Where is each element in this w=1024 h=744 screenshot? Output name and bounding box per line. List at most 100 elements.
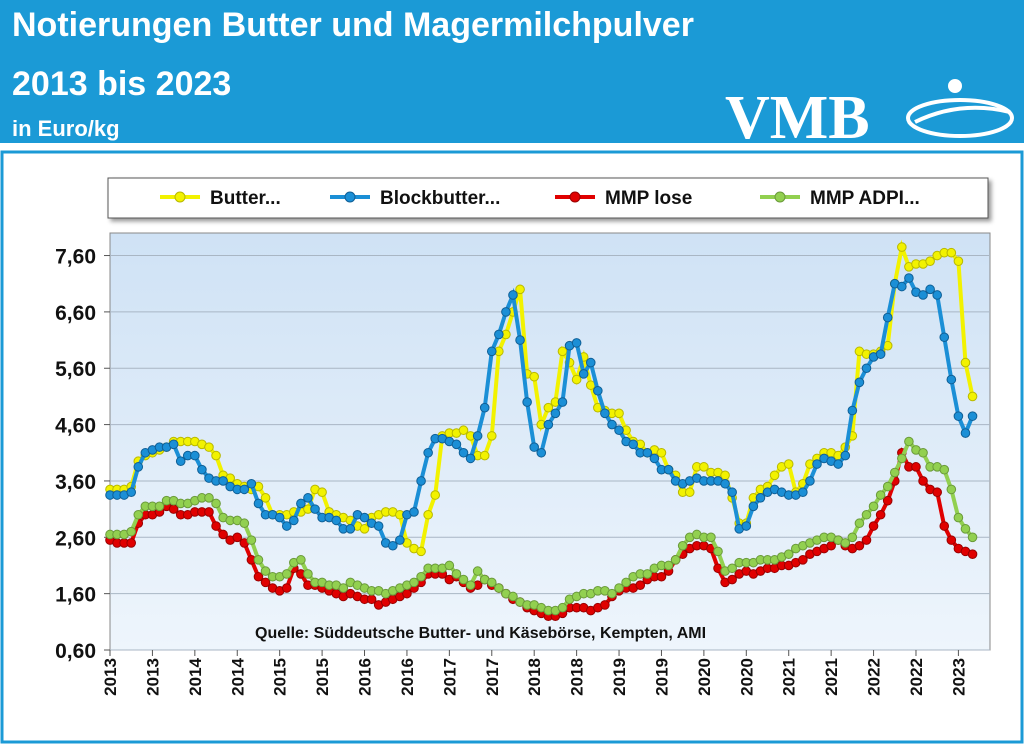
data-point	[706, 532, 716, 543]
data-point	[868, 501, 879, 512]
legend-marker	[344, 191, 356, 203]
data-point	[303, 569, 313, 579]
data-point	[253, 555, 264, 565]
data-point	[296, 498, 306, 509]
data-point	[571, 374, 582, 385]
data-point	[840, 538, 851, 548]
data-point	[932, 487, 942, 498]
data-point	[798, 555, 808, 565]
data-point	[748, 501, 759, 512]
data-point	[932, 290, 942, 300]
data-point	[904, 436, 914, 447]
data-point	[494, 329, 504, 340]
x-tick-label: 2019	[652, 658, 671, 696]
legend-label: Butter...	[210, 188, 281, 209]
data-point	[663, 464, 674, 475]
data-point	[409, 577, 419, 588]
y-tick-label: 4,60	[55, 415, 96, 438]
data-point	[593, 385, 603, 396]
data-point	[366, 594, 377, 605]
data-point	[274, 512, 285, 523]
legend-label: Blockbutter...	[380, 188, 500, 209]
data-point	[303, 493, 313, 503]
data-point	[260, 566, 271, 576]
data-point	[402, 588, 412, 599]
data-point	[939, 332, 950, 343]
data-point	[960, 524, 971, 534]
data-point	[175, 456, 186, 467]
data-point	[204, 507, 214, 517]
data-point	[479, 402, 490, 413]
data-point	[953, 512, 964, 523]
legend-label: MMP ADPI...	[810, 188, 920, 209]
data-point	[642, 569, 653, 579]
data-point	[246, 478, 257, 489]
legend-box	[107, 177, 989, 219]
data-point	[854, 540, 865, 551]
data-point	[833, 459, 844, 469]
data-point	[918, 447, 928, 458]
data-point	[126, 538, 137, 548]
data-point	[960, 357, 971, 368]
x-tick-label: 2015	[313, 658, 332, 696]
data-point	[953, 411, 964, 421]
data-point	[720, 478, 730, 489]
x-tick-label: 2013	[101, 658, 120, 696]
data-point	[875, 349, 886, 359]
data-point	[373, 521, 384, 531]
data-point	[911, 462, 921, 472]
data-point	[317, 487, 327, 498]
data-point	[684, 487, 695, 498]
data-point	[543, 402, 554, 413]
data-point	[281, 569, 292, 579]
data-point	[840, 450, 851, 461]
data-point	[783, 459, 794, 469]
y-tick-label: 6,60	[55, 302, 96, 325]
data-point	[550, 408, 561, 419]
data-point	[720, 470, 730, 481]
data-point	[960, 428, 971, 438]
data-point	[727, 487, 737, 498]
data-point	[663, 560, 674, 571]
legend-marker	[774, 191, 786, 203]
x-tick-label: 2017	[483, 658, 502, 696]
data-point	[635, 580, 646, 590]
data-point	[557, 346, 568, 357]
data-point	[331, 515, 342, 526]
data-point	[578, 369, 589, 379]
data-point	[338, 583, 349, 593]
data-point	[812, 459, 822, 469]
data-point	[168, 439, 179, 450]
data-point	[253, 571, 264, 582]
data-point	[508, 290, 518, 300]
legend-label: MMP lose	[605, 188, 692, 209]
data-point	[607, 419, 617, 430]
data-point	[946, 247, 957, 258]
data-point	[897, 453, 907, 464]
data-point	[423, 509, 433, 520]
x-tick-label: 2017	[440, 658, 459, 696]
data-point	[713, 546, 723, 557]
data-point	[967, 549, 978, 560]
data-point	[253, 498, 264, 509]
series	[105, 436, 978, 616]
data-point	[486, 431, 497, 441]
data-point	[826, 540, 836, 551]
x-tick-label: 2014	[186, 657, 205, 695]
data-point	[395, 535, 405, 545]
data-point	[946, 535, 957, 545]
y-tick-label: 3,60	[55, 471, 96, 494]
data-point	[904, 273, 914, 283]
data-point	[946, 374, 957, 385]
data-point	[628, 439, 638, 450]
data-point	[727, 563, 737, 574]
header-band	[0, 0, 1024, 143]
data-point	[755, 493, 766, 503]
data-point	[897, 242, 907, 252]
data-point	[854, 518, 865, 529]
data-point	[388, 540, 398, 551]
data-point	[536, 447, 547, 458]
data-point	[444, 560, 455, 571]
annotation: Quelle: Süddeutsche Butter- und Käsebörs…	[255, 625, 706, 642]
